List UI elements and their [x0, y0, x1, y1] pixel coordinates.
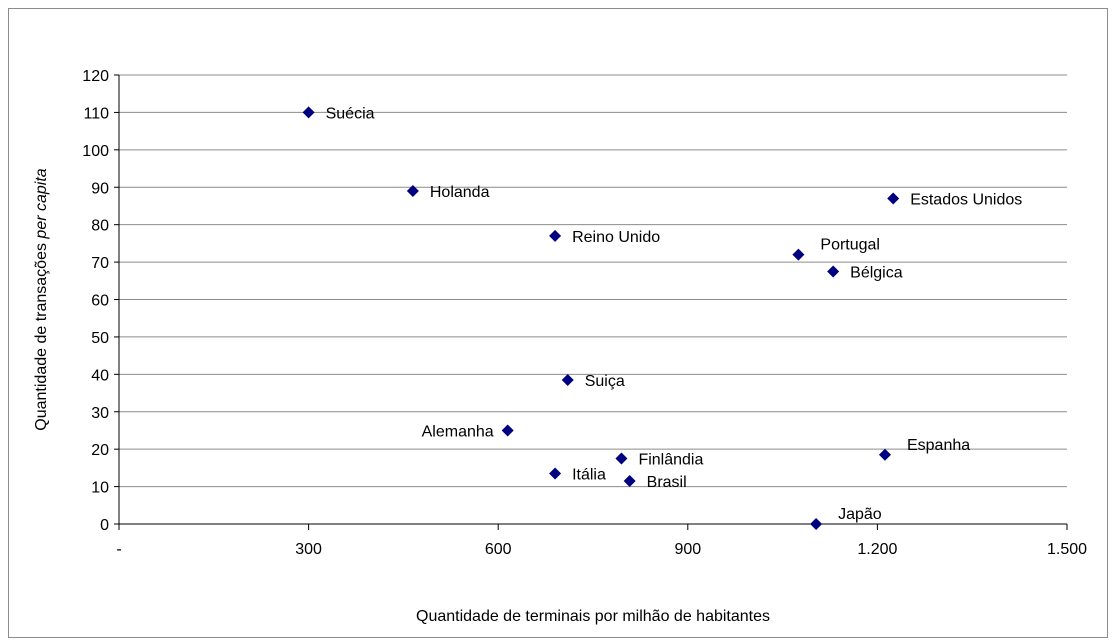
y-tick-label: 70 [91, 255, 109, 272]
data-point-label: Bélgica [850, 264, 903, 281]
y-tick-label: 100 [82, 143, 109, 160]
y-tick-labels: 0 10 20 30 40 50 60 70 80 90 100 110 120 [82, 68, 109, 534]
y-axis-title: Quantidade de transações per capita [33, 168, 50, 431]
data-point-marker [827, 265, 840, 278]
data-point-label: Reino Unido [572, 229, 660, 246]
data-point-label: Finlândia [638, 452, 703, 469]
x-axis-title: Quantidade de terminais por milhão de ha… [416, 608, 770, 625]
x-tick-label: 300 [295, 541, 322, 558]
x-tick-labels: - 300 600 900 1.200 1.500 [116, 541, 1087, 558]
x-tick-label: 1.500 [1047, 541, 1087, 558]
data-point-label: Brasil [647, 474, 687, 491]
y-tick-label: 10 [91, 480, 109, 497]
data-point-marker [615, 452, 628, 465]
data-point-label: Estados Unidos [910, 191, 1022, 208]
y-tick-label: 20 [91, 442, 109, 459]
data-point-label: Suécia [326, 105, 375, 122]
data-point-marker [501, 424, 514, 437]
x-tick-label: 1.200 [857, 541, 897, 558]
y-tick-label: 90 [91, 180, 109, 197]
data-point-marker [406, 184, 419, 197]
y-tick-label: 120 [82, 68, 109, 85]
data-point-marker [623, 474, 636, 487]
data-point-marker [887, 192, 900, 205]
y-tick-label: 40 [91, 367, 109, 384]
data-point-label: Suiça [585, 373, 625, 390]
x-tick-label: - [116, 541, 121, 558]
y-tick-label: 50 [91, 330, 109, 347]
data-point-label: Portugal [820, 237, 880, 254]
axes [114, 74, 1068, 530]
data-point-marker [561, 373, 574, 386]
y-axis-title-main: Quantidade de transações [33, 239, 50, 431]
data-point-label: Alemanha [422, 423, 494, 440]
data-point-marker [549, 467, 562, 480]
data-point-label: Espanha [907, 437, 970, 454]
data-point-marker [878, 448, 891, 461]
gridlines [119, 74, 1067, 488]
y-tick-label: 80 [91, 218, 109, 235]
data-point-marker [792, 248, 805, 261]
y-tick-label: 110 [83, 105, 109, 122]
data-point-marker [810, 518, 823, 530]
x-tick-label: 900 [674, 541, 701, 558]
y-tick-label: 30 [91, 405, 109, 422]
chart-frame: 0 10 20 30 40 50 60 70 80 90 100 110 120 - 300 600 900 1… [8, 8, 1108, 638]
data-point-marker [549, 229, 562, 242]
data-points: Suécia Holanda Reino Unido Estados Unidos Po… [302, 105, 1022, 530]
data-point-label: Japão [838, 506, 882, 523]
x-tick-label: 600 [485, 541, 512, 558]
y-tick-label: 60 [91, 293, 109, 310]
y-axis-title-italic: per capita [33, 168, 50, 239]
data-point-marker [302, 106, 315, 119]
scatter-chart: 0 10 20 30 40 50 60 70 80 90 100 110 120 - 300 600 900 1… [33, 68, 1087, 625]
data-point-label: Itália [572, 466, 606, 483]
data-point-label: Holanda [430, 184, 490, 201]
y-tick-label: 0 [100, 517, 109, 534]
